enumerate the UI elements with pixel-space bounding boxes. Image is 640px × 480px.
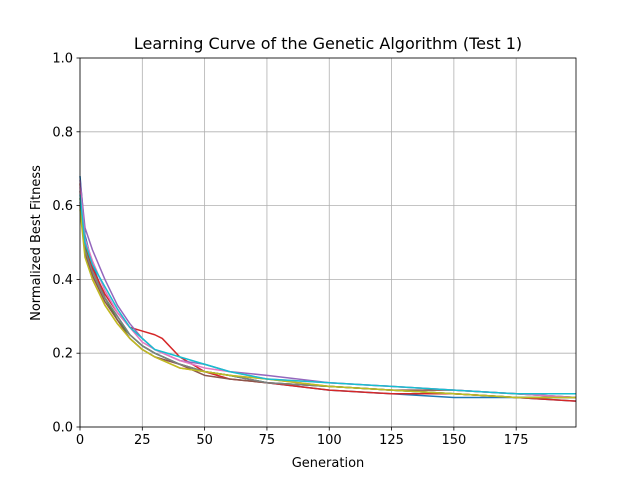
y-tick-label: 0.4 (52, 273, 73, 288)
series-line-10 (79, 194, 576, 395)
y-tick-label: 0.8 (52, 125, 73, 140)
y-axis-label: Normalized Best Fitness (29, 165, 44, 321)
y-tick-label: 0.0 (52, 421, 73, 436)
x-axis-label: Generation (292, 456, 365, 471)
x-tick-label: 175 (504, 433, 529, 448)
x-tick-label: 150 (441, 433, 466, 448)
chart-title: Learning Curve of the Genetic Algorithm … (134, 34, 522, 53)
axes-frame (79, 57, 577, 428)
x-tick-label: 0 (76, 433, 84, 448)
series-line-9 (79, 209, 576, 399)
x-tick-label: 50 (196, 433, 213, 448)
x-tick-label: 125 (379, 433, 404, 448)
plot-area: 0 25 50 75 100 125 150 175 0.0 0.2 0.4 0.6 0.8 1.0 (52, 52, 577, 448)
series-line-4 (79, 183, 577, 402)
y-tick-label: 1.0 (52, 52, 73, 67)
y-tick-label: 0.6 (52, 199, 73, 214)
x-tick-label: 25 (134, 433, 151, 448)
x-tick-label: 75 (259, 433, 276, 448)
x-tick-label: 100 (317, 433, 342, 448)
y-tick-label: 0.2 (52, 347, 73, 362)
